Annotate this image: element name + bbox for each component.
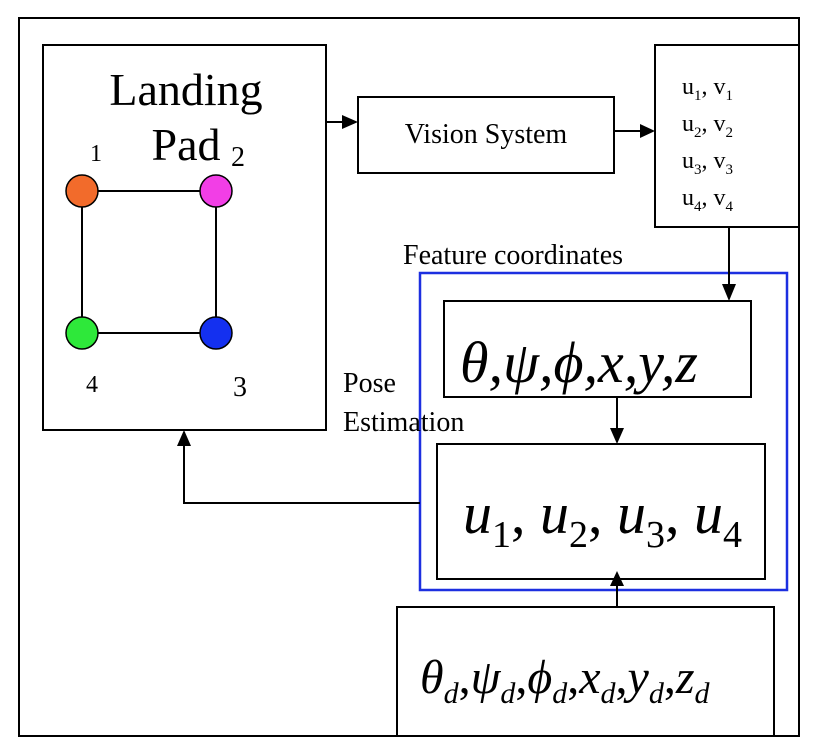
arrowhead-feedback-to-pad <box>177 430 191 446</box>
arrowhead-desired-to-u <box>610 571 624 586</box>
u-coordinates-text: u1, u2, u3, u4 <box>463 481 742 556</box>
marker-1-label: 1 <box>90 141 102 167</box>
arrow-feedback-to-pad <box>183 446 420 504</box>
arrowhead-pose-to-u <box>610 428 624 444</box>
desired-pose-text: θd,ψd,ϕd,xd,yd,zd <box>420 651 711 710</box>
marker-2 <box>199 174 233 208</box>
pose-estimation-frame <box>418 271 789 592</box>
marker-4 <box>65 316 99 350</box>
marker-3 <box>199 316 233 350</box>
feature-row-4: u4, v4 <box>682 185 734 215</box>
marker-4-label: 4 <box>86 372 98 398</box>
pose-box-text: θ,ψ,ϕ,x,y,z <box>460 330 698 395</box>
pose-estimation-label-line1: Pose <box>343 368 396 399</box>
marker-1 <box>65 174 99 208</box>
feature-coordinates-label: Feature coordinates <box>403 240 623 271</box>
landing-pad-box: Landing Pad 1 2 3 4 <box>42 44 327 431</box>
feature-list-box: u1, v1 u2, v2 u3, v3 u4, v4 <box>654 44 800 228</box>
feature-row-3: u3, v3 <box>682 148 733 178</box>
pose-box: θ,ψ,ϕ,x,y,z <box>443 300 752 398</box>
arrowhead-pad-to-vision <box>342 115 358 129</box>
feature-row-2: u2, v2 <box>682 111 733 141</box>
desired-pose-box: θd,ψd,ϕd,xd,yd,zd <box>396 606 775 737</box>
landing-pad-title-line2: Pad <box>152 119 221 170</box>
marker-3-label: 3 <box>233 372 247 403</box>
landing-pad-title-line1: Landing <box>109 64 262 115</box>
feature-row-1: u1, v1 <box>682 74 733 104</box>
marker-2-label: 2 <box>231 142 245 173</box>
u-coordinates-box: u1, u2, u3, u4 <box>436 443 766 580</box>
arrowhead-features-to-pose <box>722 284 736 301</box>
vision-system-box: Vision System <box>357 96 615 174</box>
pose-estimation-label-line2: Estimation <box>343 407 464 438</box>
arrows <box>177 115 736 607</box>
vision-system-label: Vision System <box>405 119 568 150</box>
arrowhead-vision-to-features <box>640 124 655 138</box>
